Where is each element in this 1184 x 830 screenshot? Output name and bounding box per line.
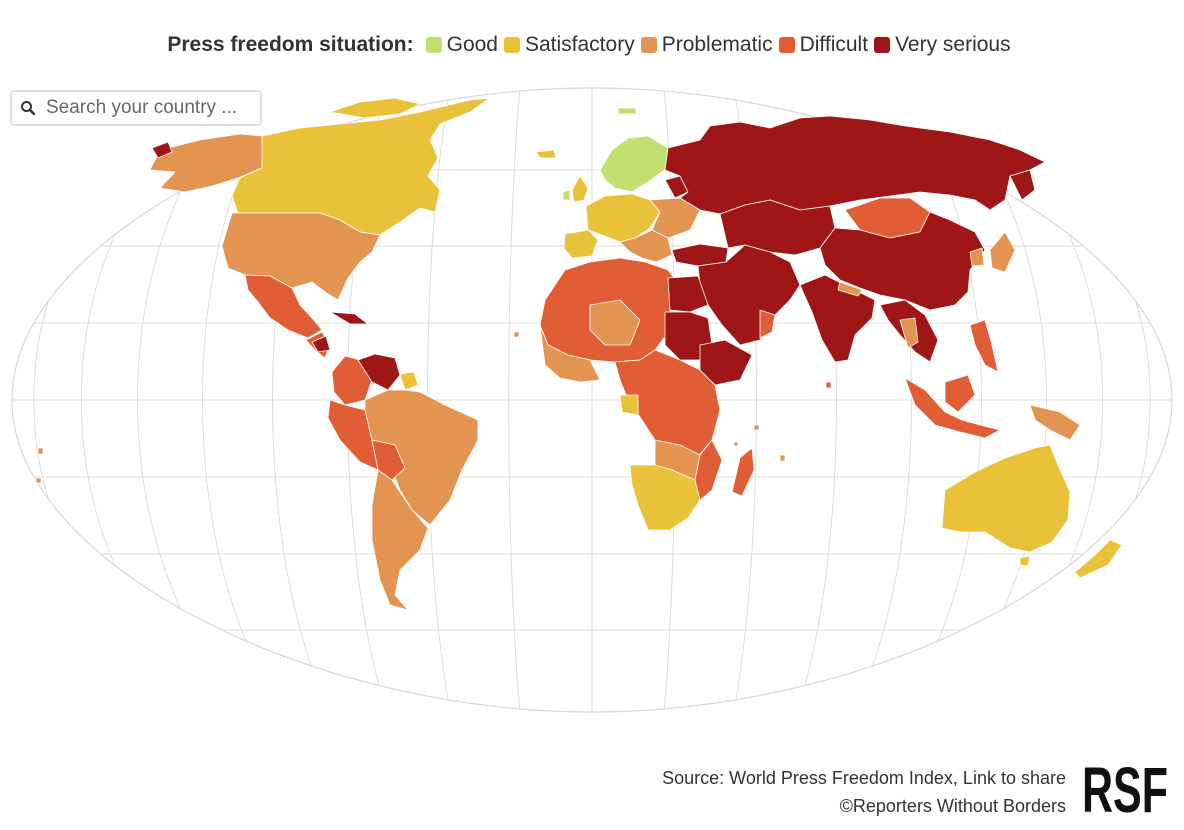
- legend-label-satisfactory: Satisfactory: [524, 33, 635, 56]
- country-argentina-chile[interactable]: [371, 469, 429, 611]
- country-kamchatka[interactable]: [1009, 169, 1036, 201]
- country-mali-niger[interactable]: [589, 299, 641, 346]
- country-canada-islands[interactable]: [329, 97, 421, 119]
- legend-swatch-difficult: [778, 37, 795, 53]
- search-input[interactable]: [44, 96, 253, 120]
- country-mozambique[interactable]: [694, 439, 723, 501]
- country-alaska-tip[interactable]: [151, 141, 173, 159]
- svg-text:RSF: RSF: [1082, 758, 1168, 816]
- country-west-africa[interactable]: [539, 324, 601, 383]
- country-alaska[interactable]: [149, 133, 263, 193]
- legend-swatch-problematic: [640, 37, 657, 53]
- legend-label-very-serious: Very serious: [895, 33, 1011, 56]
- island-svalbard[interactable]: [617, 107, 637, 115]
- source-line[interactable]: Source: World Press Freedom Index, Link …: [662, 768, 1066, 788]
- legend-item-very-serious[interactable]: Very serious: [874, 33, 1011, 57]
- country-australia[interactable]: [941, 444, 1071, 553]
- country-uk[interactable]: [571, 175, 589, 203]
- country-china[interactable]: [819, 211, 986, 311]
- country-indonesia[interactable]: [904, 377, 1001, 439]
- country-italy-balkans[interactable]: [619, 229, 673, 263]
- country-korea-japan[interactable]: [989, 231, 1016, 273]
- countries: [35, 97, 1123, 611]
- country-madagascar[interactable]: [731, 447, 755, 497]
- source-credit: Source: World Press Freedom Index, Link …: [662, 764, 1066, 820]
- legend-item-problematic[interactable]: Problematic: [640, 33, 773, 57]
- country-nepal[interactable]: [837, 281, 863, 297]
- country-philippines[interactable]: [969, 319, 999, 373]
- country-mexico[interactable]: [244, 274, 323, 339]
- copyright-line: ©Reporters Without Borders: [839, 796, 1066, 816]
- country-india[interactable]: [799, 274, 876, 363]
- country-bolivia[interactable]: [371, 439, 406, 481]
- country-tasmania[interactable]: [1019, 555, 1031, 567]
- island-indian-3[interactable]: [779, 454, 786, 462]
- country-guianas[interactable]: [399, 371, 419, 391]
- country-middle-east[interactable]: [697, 244, 801, 346]
- legend-label-problematic: Problematic: [661, 33, 773, 56]
- country-new-zealand[interactable]: [1074, 539, 1123, 579]
- world-map[interactable]: [0, 85, 1184, 715]
- legend-item-satisfactory[interactable]: Satisfactory: [503, 33, 635, 57]
- country-iberia[interactable]: [563, 229, 599, 259]
- country-gabon[interactable]: [619, 394, 639, 416]
- country-oman[interactable]: [759, 309, 776, 339]
- country-thailand[interactable]: [899, 317, 919, 349]
- country-egypt[interactable]: [667, 275, 709, 313]
- country-iceland[interactable]: [535, 149, 557, 159]
- country-papua[interactable]: [1029, 404, 1081, 441]
- island-pacific-1[interactable]: [37, 447, 44, 455]
- legend-label-good: Good: [446, 33, 498, 56]
- search-icon: [21, 101, 36, 116]
- country-borneo[interactable]: [944, 374, 976, 413]
- country-colombia[interactable]: [331, 355, 373, 406]
- legend-swatch-very-serious: [874, 37, 891, 53]
- country-nicaragua[interactable]: [311, 335, 331, 353]
- legend-item-difficult[interactable]: Difficult: [778, 33, 869, 57]
- island-indian-2[interactable]: [753, 424, 760, 431]
- legend-title: Press freedom situation:: [167, 33, 414, 56]
- country-cuba[interactable]: [329, 311, 369, 325]
- country-russia[interactable]: [664, 115, 1046, 215]
- island-pacific-2[interactable]: [35, 477, 42, 484]
- island-indian-1[interactable]: [825, 381, 832, 389]
- country-western-europe[interactable]: [585, 193, 661, 243]
- legend-label-difficult: Difficult: [799, 33, 869, 56]
- rsf-logo: RSF: [1082, 758, 1168, 816]
- legend-item-good[interactable]: Good: [425, 33, 498, 57]
- legend: Press freedom situation: Good Satisfacto…: [0, 33, 1184, 57]
- country-ireland[interactable]: [562, 189, 571, 201]
- country-central-asia[interactable]: [719, 199, 836, 256]
- island-caribbean[interactable]: [513, 331, 520, 338]
- island-atlantic[interactable]: [733, 441, 739, 447]
- country-search[interactable]: [10, 90, 262, 126]
- legend-swatch-good: [425, 37, 442, 53]
- legend-swatch-satisfactory: [503, 37, 520, 53]
- country-korea[interactable]: [969, 247, 985, 267]
